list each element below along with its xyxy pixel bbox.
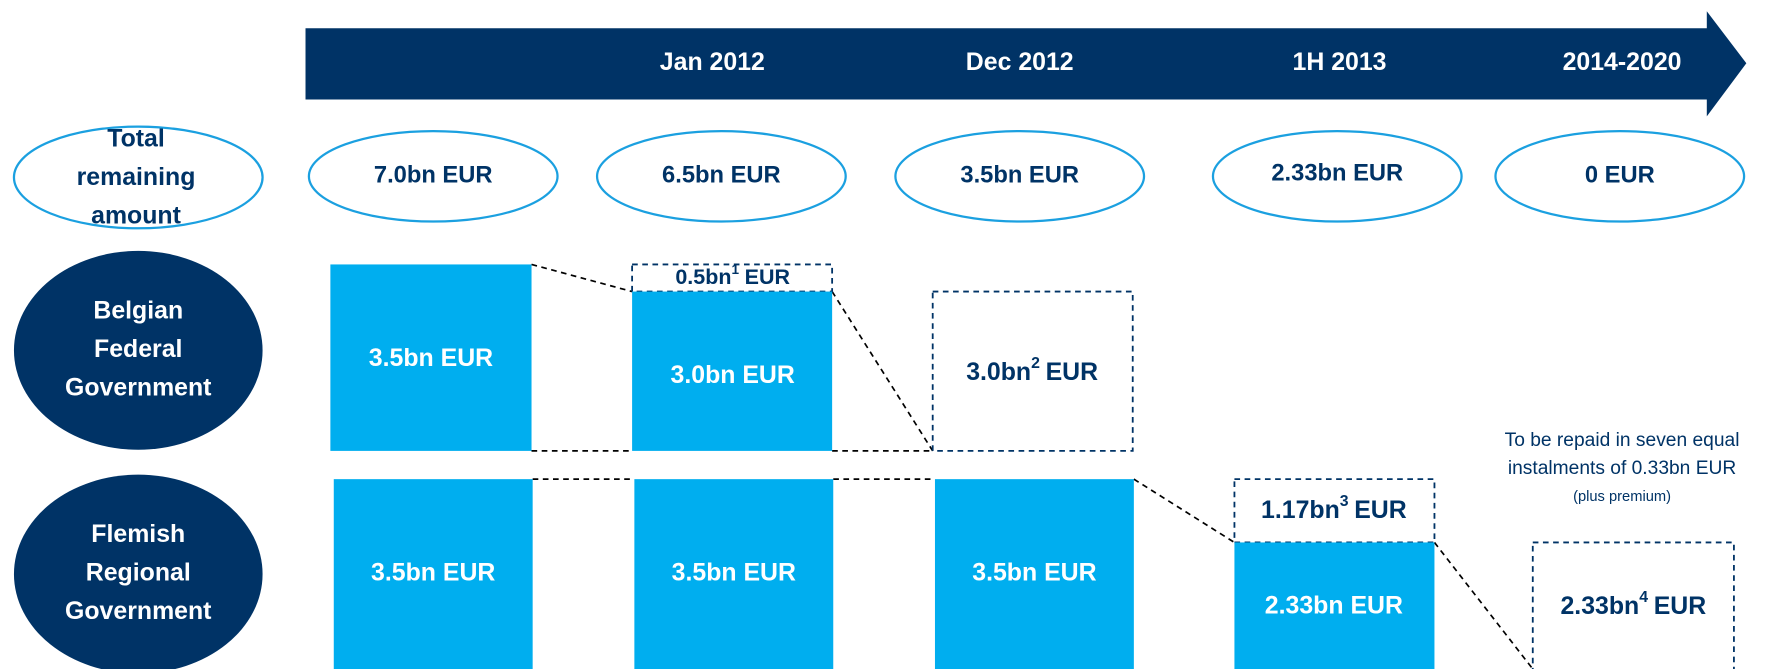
row-label: Belgian bbox=[93, 296, 183, 324]
timeline-label: Jan 2012 bbox=[660, 48, 765, 76]
amount-oval bbox=[307, 129, 559, 223]
note: instalments of 0.33bn EUR bbox=[1508, 458, 1736, 479]
timeline-arrow bbox=[305, 11, 1747, 117]
row-label: Government bbox=[65, 373, 211, 401]
dashed-box bbox=[931, 290, 1134, 452]
row-label: Government bbox=[65, 597, 211, 625]
amount: 0 EUR bbox=[1585, 163, 1655, 189]
box bbox=[330, 264, 532, 451]
row-oval bbox=[13, 250, 263, 450]
box-label: 3.5bn EUR bbox=[371, 559, 495, 587]
timeline-label: 2014-2020 bbox=[1563, 48, 1682, 76]
box-label: 3.5bn EUR bbox=[369, 344, 493, 372]
row-label: Flemish bbox=[91, 520, 185, 548]
amount-oval bbox=[894, 129, 1146, 223]
total-label: amount bbox=[91, 202, 181, 230]
total-label: Total bbox=[107, 125, 165, 153]
amount-oval bbox=[1494, 129, 1746, 223]
note: (plus premium) bbox=[1573, 489, 1671, 505]
amount-oval bbox=[1211, 129, 1463, 223]
box-label: 3.0bn EUR bbox=[671, 361, 795, 389]
box-label: 0.5bn1 EUR bbox=[675, 262, 790, 289]
timeline-label: 1H 2013 bbox=[1293, 48, 1387, 76]
total-oval bbox=[12, 125, 264, 230]
box-label: 3.5bn EUR bbox=[672, 559, 796, 587]
row-label: Regional bbox=[86, 559, 191, 587]
box bbox=[634, 479, 834, 669]
note: To be repaid in seven equal bbox=[1505, 430, 1740, 451]
box bbox=[632, 291, 833, 451]
box-label: 2.33bn4 EUR bbox=[1560, 589, 1706, 619]
row-oval bbox=[13, 474, 263, 669]
box bbox=[1234, 542, 1435, 669]
amount: 7.0bn EUR bbox=[374, 163, 493, 189]
connectors bbox=[531, 263, 1534, 669]
dashed-box bbox=[1531, 541, 1735, 669]
amount-oval bbox=[595, 129, 847, 223]
amount: 2.33bn EUR bbox=[1271, 160, 1403, 186]
box bbox=[333, 479, 533, 669]
box-label: 3.5bn EUR bbox=[972, 559, 1096, 587]
amount: 3.5bn EUR bbox=[960, 163, 1079, 189]
box-label: 3.0bn2 EUR bbox=[966, 355, 1098, 385]
box bbox=[934, 479, 1134, 669]
timeline-label: Dec 2012 bbox=[966, 48, 1074, 76]
box-label: 1.17bn3 EUR bbox=[1261, 493, 1407, 523]
amount: 6.5bn EUR bbox=[662, 163, 781, 189]
total-label: remaining bbox=[77, 163, 196, 191]
row-label: Federal bbox=[94, 335, 182, 363]
box-label: 2.33bn EUR bbox=[1265, 591, 1403, 619]
